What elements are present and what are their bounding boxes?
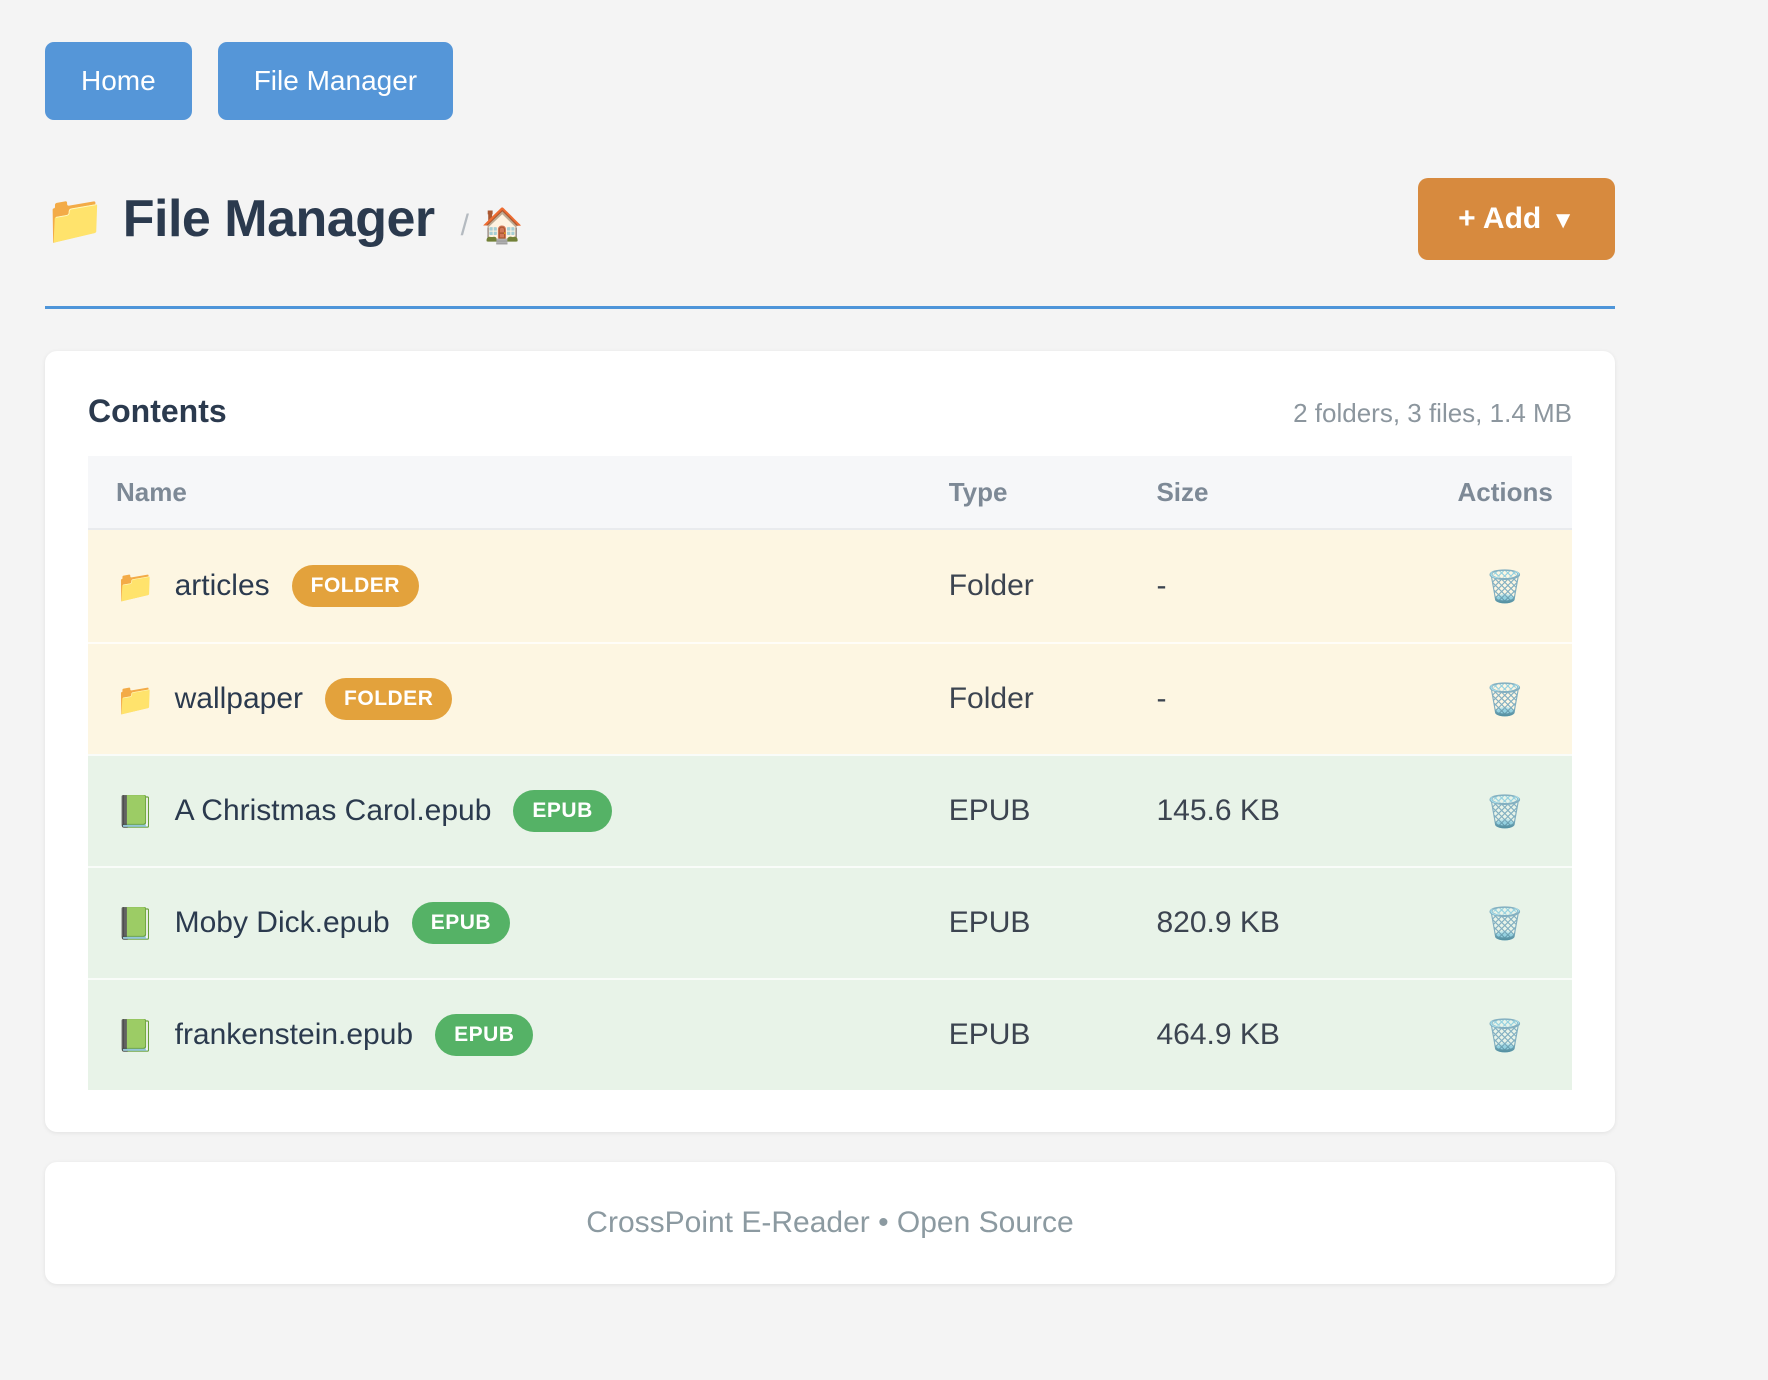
column-header-type: Type: [948, 476, 1008, 507]
type-cell: EPUB: [948, 906, 1031, 939]
table-row: 📁 wallpaper FOLDER Folder - 🗑️: [88, 642, 1572, 754]
file-name-link[interactable]: wallpaper: [174, 682, 304, 715]
folder-badge: FOLDER: [325, 678, 453, 720]
book-icon: 📗: [116, 905, 155, 941]
nav-home-button[interactable]: Home: [45, 42, 192, 120]
table-header-row: Name Type Size Actions: [88, 456, 1572, 530]
trash-icon[interactable]: 🗑️: [1485, 568, 1525, 604]
contents-card: Contents 2 folders, 3 files, 1.4 MB Name…: [45, 351, 1615, 1132]
column-header-size: Size: [1156, 476, 1209, 507]
folder-icon: 📁: [45, 193, 105, 247]
table-row: 📗 A Christmas Carol.epub EPUB EPUB 145.6…: [88, 754, 1572, 866]
table-row: 📗 frankenstein.epub EPUB EPUB 464.9 KB 🗑…: [88, 978, 1572, 1090]
file-name-link[interactable]: A Christmas Carol.epub: [174, 794, 492, 827]
type-cell: EPUB: [948, 1018, 1031, 1051]
book-icon: 📗: [116, 793, 155, 829]
page-header: 📁 File Manager / 🏠 + Add ▼: [45, 178, 1615, 260]
nav-file-manager-button[interactable]: File Manager: [217, 42, 454, 120]
breadcrumb-separator: /: [460, 209, 469, 242]
size-cell: 145.6 KB: [1156, 794, 1280, 827]
footer-text: CrossPoint E-Reader • Open Source: [586, 1206, 1074, 1239]
size-cell: -: [1156, 682, 1167, 715]
size-cell: 464.9 KB: [1156, 1018, 1280, 1051]
footer: CrossPoint E-Reader • Open Source: [45, 1162, 1615, 1284]
file-name-link[interactable]: frankenstein.epub: [174, 1018, 414, 1051]
add-button-label: + Add: [1458, 202, 1542, 235]
title-underline: [45, 306, 1615, 309]
table-row: 📗 Moby Dick.epub EPUB EPUB 820.9 KB 🗑️: [88, 866, 1572, 978]
contents-summary: 2 folders, 3 files, 1.4 MB: [1293, 398, 1572, 428]
table-row: 📁 articles FOLDER Folder - 🗑️: [88, 530, 1572, 642]
file-table: Name Type Size Actions 📁 articles FOLDER…: [88, 456, 1572, 1090]
column-header-name: Name: [116, 476, 187, 507]
home-icon[interactable]: 🏠: [480, 207, 524, 245]
trash-icon[interactable]: 🗑️: [1485, 681, 1525, 717]
page-title: File Manager: [122, 190, 435, 248]
column-header-actions: Actions: [1457, 476, 1553, 507]
contents-card-header: Contents 2 folders, 3 files, 1.4 MB: [88, 393, 1572, 430]
page: Home File Manager 📁 File Manager / 🏠 + A…: [45, 0, 1615, 1284]
type-cell: Folder: [948, 569, 1034, 602]
trash-icon[interactable]: 🗑️: [1485, 1017, 1525, 1053]
trash-icon[interactable]: 🗑️: [1485, 905, 1525, 941]
title-group: 📁 File Manager / 🏠: [45, 189, 523, 249]
folder-badge: FOLDER: [291, 565, 419, 607]
add-button[interactable]: + Add ▼: [1418, 178, 1615, 260]
epub-badge: EPUB: [411, 902, 511, 944]
file-name-link[interactable]: Moby Dick.epub: [174, 906, 390, 939]
book-icon: 📗: [116, 1017, 155, 1053]
size-cell: 820.9 KB: [1156, 906, 1280, 939]
file-name-link[interactable]: articles: [174, 569, 270, 602]
chevron-down-icon: ▼: [1551, 207, 1575, 234]
folder-icon: 📁: [116, 681, 155, 717]
top-nav: Home File Manager: [45, 42, 1615, 120]
type-cell: Folder: [948, 682, 1034, 715]
epub-badge: EPUB: [513, 790, 612, 832]
trash-icon[interactable]: 🗑️: [1485, 793, 1525, 829]
breadcrumb: / 🏠: [461, 206, 524, 246]
size-cell: -: [1156, 569, 1167, 602]
type-cell: EPUB: [948, 794, 1031, 827]
contents-title: Contents: [88, 393, 227, 429]
folder-icon: 📁: [116, 568, 155, 604]
epub-badge: EPUB: [435, 1014, 534, 1056]
